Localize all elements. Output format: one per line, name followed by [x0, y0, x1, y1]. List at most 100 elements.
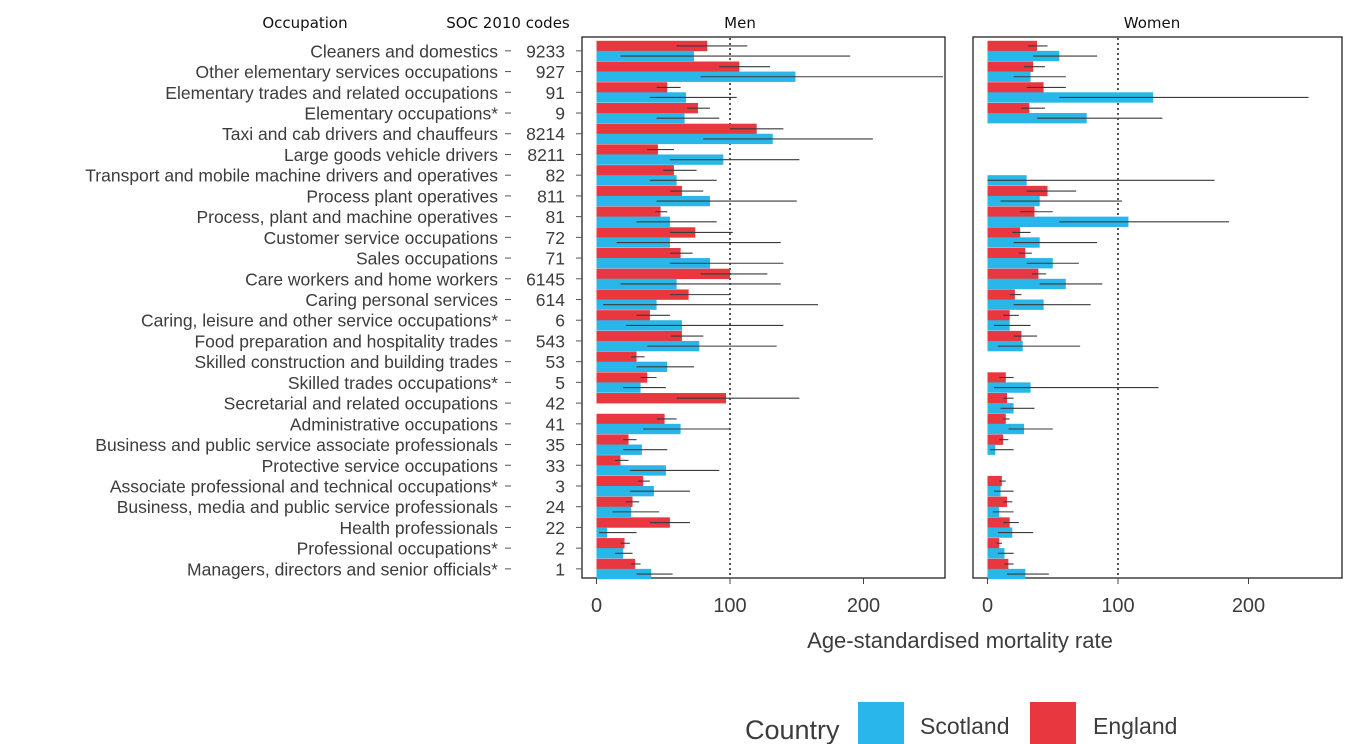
women-scotland-bar — [987, 50, 1060, 62]
legend-title: Country — [745, 715, 840, 744]
men-x-tick-label: 100 — [713, 595, 746, 617]
women-x-tick-label: 100 — [1101, 595, 1134, 617]
occupation-label: Elementary occupations* — [304, 104, 498, 124]
occupation-label: Caring, leisure and other service occupa… — [141, 311, 498, 331]
women-x-tick-label: 0 — [982, 595, 993, 617]
women-x-tick-label: 200 — [1232, 595, 1265, 617]
occupation-label: Large goods vehicle drivers — [284, 145, 498, 165]
men-england-bar — [596, 61, 740, 72]
occupation-label: Skilled construction and building trades — [194, 352, 498, 372]
occupation-label: Caring personal services — [305, 290, 498, 310]
men-england-bar — [596, 393, 726, 404]
soc-code-label: 614 — [536, 290, 565, 310]
soc-code-label: 42 — [546, 394, 565, 414]
occupation-label: Elementary trades and related occupation… — [165, 83, 498, 103]
occupation-label: Customer service occupations — [264, 228, 499, 248]
soc-code-label: 3 — [555, 476, 565, 496]
occupation-label: Business, media and public service profe… — [117, 497, 499, 517]
legend-label-england: England — [1093, 713, 1177, 739]
soc-code-label: 8214 — [526, 124, 565, 144]
men-england-bar — [596, 351, 637, 362]
soc-code-label: 91 — [546, 83, 565, 103]
soc-code-label: 5 — [555, 373, 565, 393]
men-x-tick-label: 200 — [847, 595, 880, 617]
men-england-bar — [596, 558, 636, 570]
soc-code-label: 82 — [546, 166, 565, 186]
occupation-label: Process, plant and machine operatives — [196, 207, 498, 227]
men-england-bar — [596, 330, 682, 342]
women-england-bar — [987, 538, 1000, 549]
men-england-bar — [596, 206, 661, 217]
women-england-bar — [987, 330, 1022, 342]
soc-code-label: 811 — [537, 186, 565, 206]
men-x-tick-label: 0 — [591, 595, 602, 617]
occupation-label: Transport and mobile machine drivers and… — [85, 166, 498, 186]
soc-code-label: 927 — [536, 62, 565, 82]
legend-label-scotland: Scotland — [920, 713, 1010, 739]
men-scotland-bar — [596, 92, 686, 103]
panel-label-men: Men — [724, 14, 756, 32]
men-scotland-bar — [596, 195, 710, 207]
men-scotland-bar — [596, 71, 796, 82]
soc-code-label: 1 — [555, 559, 565, 579]
men-scotland-bar — [596, 175, 677, 186]
men-england-bar — [596, 538, 625, 549]
men-england-bar — [596, 517, 670, 528]
women-england-bar — [987, 517, 1010, 528]
men-england-bar — [596, 455, 621, 466]
women-england-bar — [987, 248, 1026, 259]
occupation-label: Protective service occupations — [262, 456, 499, 476]
women-england-bar — [987, 61, 1034, 72]
occupation-label: Food preparation and hospitality trades — [194, 331, 498, 351]
men-scotland-bar — [596, 444, 642, 455]
men-england-bar — [596, 185, 682, 197]
men-scotland-bar — [596, 113, 685, 124]
soc-code-label: 35 — [546, 435, 565, 455]
women-england-bar — [987, 413, 1006, 425]
occupation-label: Sales occupations — [356, 249, 498, 269]
men-scotland-bar — [596, 423, 681, 435]
men-scotland-bar — [596, 258, 710, 269]
soc-code-label: 6145 — [526, 269, 565, 289]
men-scotland-bar — [596, 548, 624, 559]
women-england-bar — [987, 102, 1030, 114]
occupation-label: Health professionals — [339, 518, 498, 538]
occupation-label: Other elementary services occupations — [196, 62, 499, 82]
soc-code-label: 543 — [536, 331, 565, 351]
women-england-bar — [987, 268, 1039, 280]
men-panel — [596, 38, 943, 580]
men-england-bar — [596, 40, 708, 52]
occupation-label: Associate professional and technical occ… — [110, 476, 498, 496]
women-scotland-bar — [987, 278, 1066, 290]
soc-code-label: 53 — [546, 352, 565, 372]
men-scotland-bar — [596, 382, 641, 393]
men-england-bar — [596, 227, 696, 238]
occupation-label: Care workers and home workers — [245, 269, 498, 289]
women-england-bar — [987, 310, 1010, 321]
women-england-bar — [987, 475, 1002, 487]
legend-swatch-scotland — [858, 702, 904, 744]
men-england-bar — [596, 144, 658, 155]
women-england-bar — [987, 227, 1021, 238]
occupation-label: Cleaners and domestics — [310, 41, 498, 61]
women-england-bar — [987, 558, 1009, 570]
men-scotland-bar — [596, 361, 668, 373]
women-scotland-bar — [987, 548, 1005, 559]
x-axis: 0 100 200 0 100 200 — [591, 578, 1265, 617]
x-axis-label: Age-standardised mortality rate — [807, 628, 1113, 653]
panel-label-women: Women — [1124, 14, 1180, 32]
men-england-bar — [596, 413, 665, 425]
men-england-bar — [596, 475, 644, 487]
occupation-label: Administrative occupations — [290, 414, 498, 434]
legend: Country Scotland England — [745, 702, 1177, 744]
soc-code-label: 9233 — [526, 41, 565, 61]
occupation-label: Business and public service associate pr… — [95, 435, 498, 455]
occupation-label: Professional occupations* — [297, 539, 499, 559]
women-england-bar — [987, 393, 1008, 404]
women-england-bar — [987, 289, 1015, 300]
legend-swatch-england — [1030, 702, 1076, 744]
occupation-label: Process plant operatives — [306, 186, 498, 206]
men-england-bar — [596, 165, 674, 176]
soc-code-label: 71 — [546, 249, 565, 269]
soc-code-label: 6 — [555, 311, 565, 331]
